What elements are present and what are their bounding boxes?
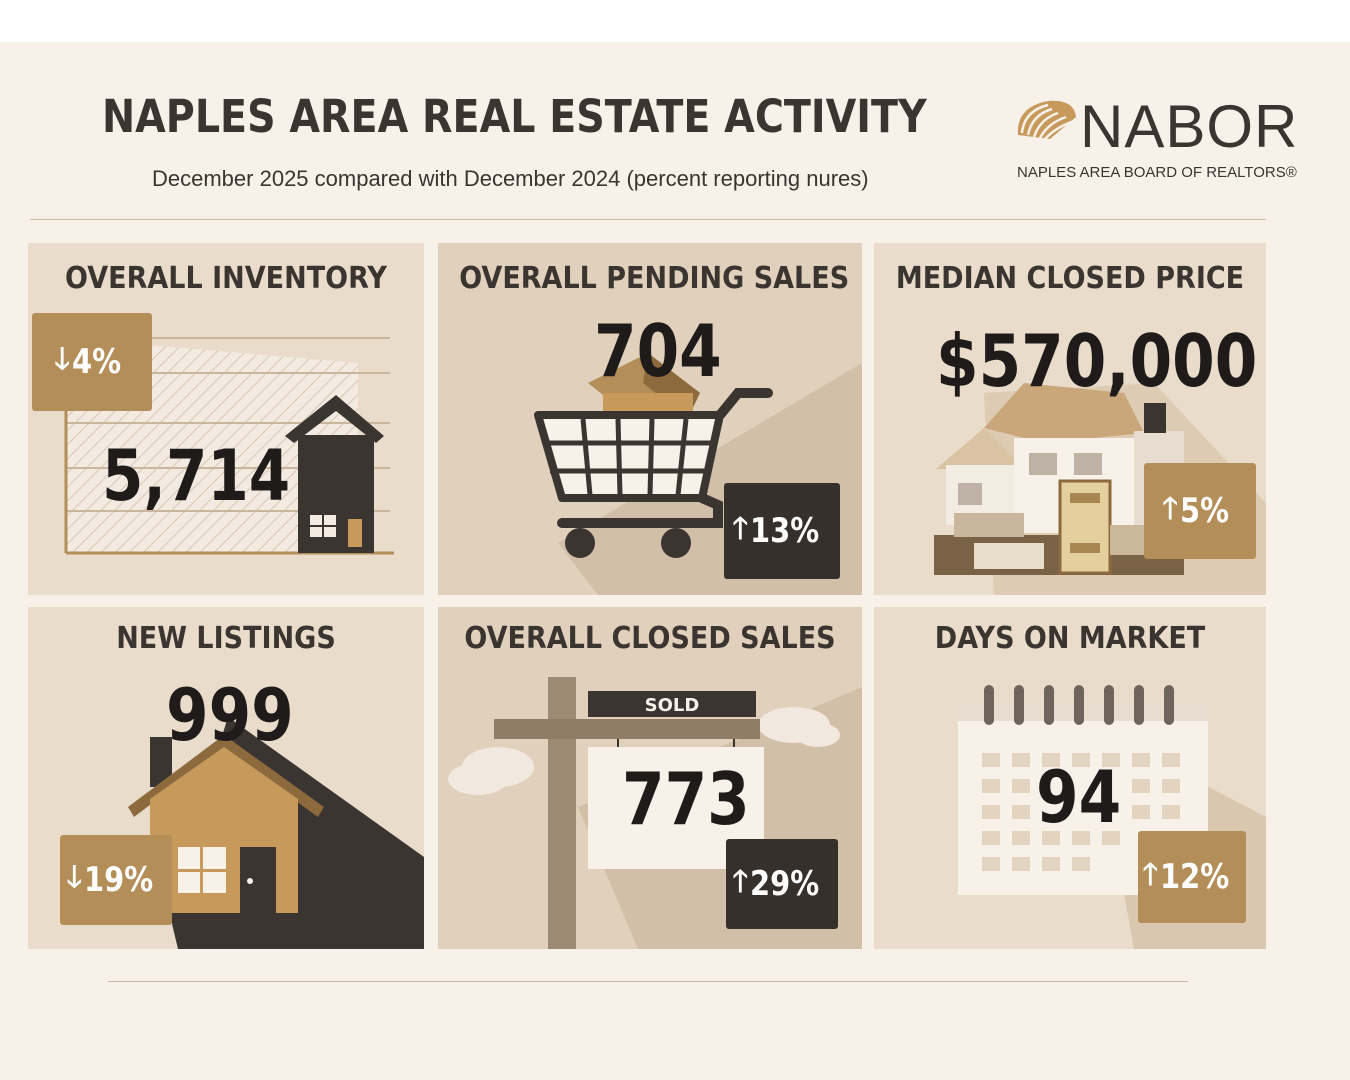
change-badge: 🡓 4% xyxy=(32,313,152,411)
panel-title: DAYS ON MARKET xyxy=(934,621,1206,656)
panel-days-on-market: DAYS ON MARKET 94 🡑 12% xyxy=(874,607,1266,949)
panel-title: MEDIAN CLOSED PRICE xyxy=(895,261,1245,296)
panel-overall-pending-sales: OVERALL PENDING SALES 704 🡑 13% xyxy=(438,243,862,595)
header-divider xyxy=(30,219,1266,220)
change-badge: 🡓 19% xyxy=(60,835,172,925)
change-badge: 🡑 29% xyxy=(726,839,838,929)
panel-median-closed-price: MEDIAN CLOSED PRICE $570,000 🡑 5% xyxy=(874,243,1266,595)
panel-new-listings: NEW LISTINGS 999 🡓 19% xyxy=(28,607,424,949)
panel-title: OVERALL PENDING SALES xyxy=(459,261,850,296)
logo-name: NABOR xyxy=(1080,93,1299,160)
change-badge: 🡑 5% xyxy=(1144,463,1256,559)
sold-label: SOLD xyxy=(645,695,700,716)
arrow-up-icon: 🡑 xyxy=(1162,490,1178,526)
metric-value: 999 xyxy=(166,673,294,757)
house-icon xyxy=(128,717,424,949)
change-badge: 🡑 12% xyxy=(1138,831,1246,923)
shell-icon xyxy=(1017,100,1076,140)
metric-value: 704 xyxy=(594,309,722,393)
arrow-down-icon: 🡓 xyxy=(66,859,83,895)
panel-title: NEW LISTINGS xyxy=(116,621,336,656)
footer-divider xyxy=(108,981,1188,982)
panel-overall-closed-sales: SOLD OVERALL CLOSED SALES 773 🡑 29% xyxy=(438,607,862,949)
page-subtitle: December 2025 compared with December 202… xyxy=(152,166,869,191)
arrow-up-icon: 🡑 xyxy=(1142,856,1159,892)
change-badge: 🡑 13% xyxy=(724,483,840,579)
metric-value: $570,000 xyxy=(936,319,1258,403)
panel-overall-inventory: OVERALL INVENTORY 5,714 🡓 4% xyxy=(28,243,424,595)
arrow-down-icon: 🡓 xyxy=(54,341,70,377)
arrow-up-icon: 🡑 xyxy=(732,863,749,899)
metric-value: 773 xyxy=(622,757,750,841)
house-money-icon xyxy=(934,383,1266,595)
metric-value: 5,714 xyxy=(102,435,291,517)
metric-value: 94 xyxy=(1036,755,1122,839)
arrow-up-icon: 🡑 xyxy=(732,510,749,546)
panel-title: OVERALL INVENTORY xyxy=(65,261,387,296)
page-title: NAPLES AREA REAL ESTATE ACTIVITY xyxy=(102,90,927,143)
logo-tagline: NAPLES AREA BOARD OF REALTORS® xyxy=(1017,164,1297,181)
panel-title: OVERALL CLOSED SALES xyxy=(464,621,836,656)
